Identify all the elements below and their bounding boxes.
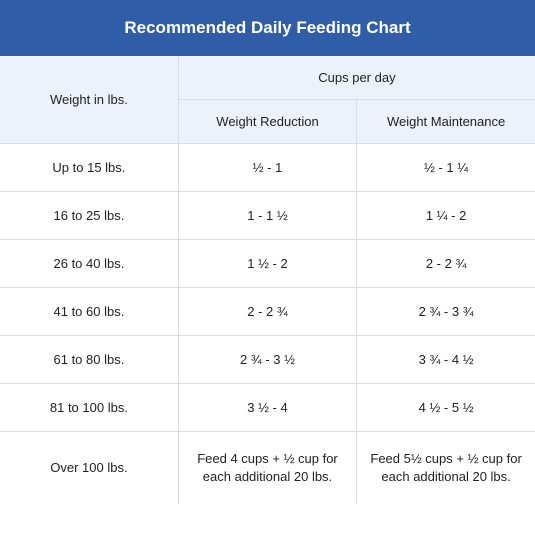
cell-reduction: ½ - 1 bbox=[178, 144, 356, 192]
cell-reduction: Feed 4 cups + ½ cup for each additional … bbox=[178, 432, 356, 505]
table-row: 16 to 25 lbs.1 - 1 ½1 ¼ - 2 bbox=[0, 192, 535, 240]
table-row: 61 to 80 lbs.2 ¾ - 3 ½3 ¾ - 4 ½ bbox=[0, 336, 535, 384]
col-header-weight: Weight in lbs. bbox=[0, 56, 178, 144]
cell-weight: 26 to 40 lbs. bbox=[0, 240, 178, 288]
table-row: 41 to 60 lbs.2 - 2 ¾2 ¾ - 3 ¾ bbox=[0, 288, 535, 336]
col-header-cups-group: Cups per day bbox=[178, 56, 535, 100]
feeding-chart: Recommended Daily Feeding Chart Weight i… bbox=[0, 0, 535, 504]
cell-weight: 41 to 60 lbs. bbox=[0, 288, 178, 336]
cell-weight: 81 to 100 lbs. bbox=[0, 384, 178, 432]
cell-reduction: 2 ¾ - 3 ½ bbox=[178, 336, 356, 384]
col-header-reduction: Weight Reduction bbox=[178, 100, 356, 144]
table-row: Over 100 lbs.Feed 4 cups + ½ cup for eac… bbox=[0, 432, 535, 505]
cell-maintenance: 2 - 2 ¾ bbox=[357, 240, 535, 288]
cell-reduction: 1 ½ - 2 bbox=[178, 240, 356, 288]
cell-reduction: 2 - 2 ¾ bbox=[178, 288, 356, 336]
cell-reduction: 3 ½ - 4 bbox=[178, 384, 356, 432]
cell-weight: 61 to 80 lbs. bbox=[0, 336, 178, 384]
cell-maintenance: 3 ¾ - 4 ½ bbox=[357, 336, 535, 384]
cell-maintenance: 2 ¾ - 3 ¾ bbox=[357, 288, 535, 336]
col-header-maintenance: Weight Maintenance bbox=[357, 100, 535, 144]
cell-reduction: 1 - 1 ½ bbox=[178, 192, 356, 240]
cell-maintenance: Feed 5½ cups + ½ cup for each additional… bbox=[357, 432, 535, 505]
feeding-table: Weight in lbs. Cups per day Weight Reduc… bbox=[0, 56, 535, 504]
cell-maintenance: ½ - 1 ¼ bbox=[357, 144, 535, 192]
cell-weight: 16 to 25 lbs. bbox=[0, 192, 178, 240]
cell-maintenance: 1 ¼ - 2 bbox=[357, 192, 535, 240]
cell-maintenance: 4 ½ - 5 ½ bbox=[357, 384, 535, 432]
cell-weight: Up to 15 lbs. bbox=[0, 144, 178, 192]
cell-weight: Over 100 lbs. bbox=[0, 432, 178, 505]
chart-title: Recommended Daily Feeding Chart bbox=[0, 0, 535, 56]
table-row: Up to 15 lbs.½ - 1½ - 1 ¼ bbox=[0, 144, 535, 192]
table-row: 81 to 100 lbs.3 ½ - 44 ½ - 5 ½ bbox=[0, 384, 535, 432]
table-row: 26 to 40 lbs.1 ½ - 22 - 2 ¾ bbox=[0, 240, 535, 288]
